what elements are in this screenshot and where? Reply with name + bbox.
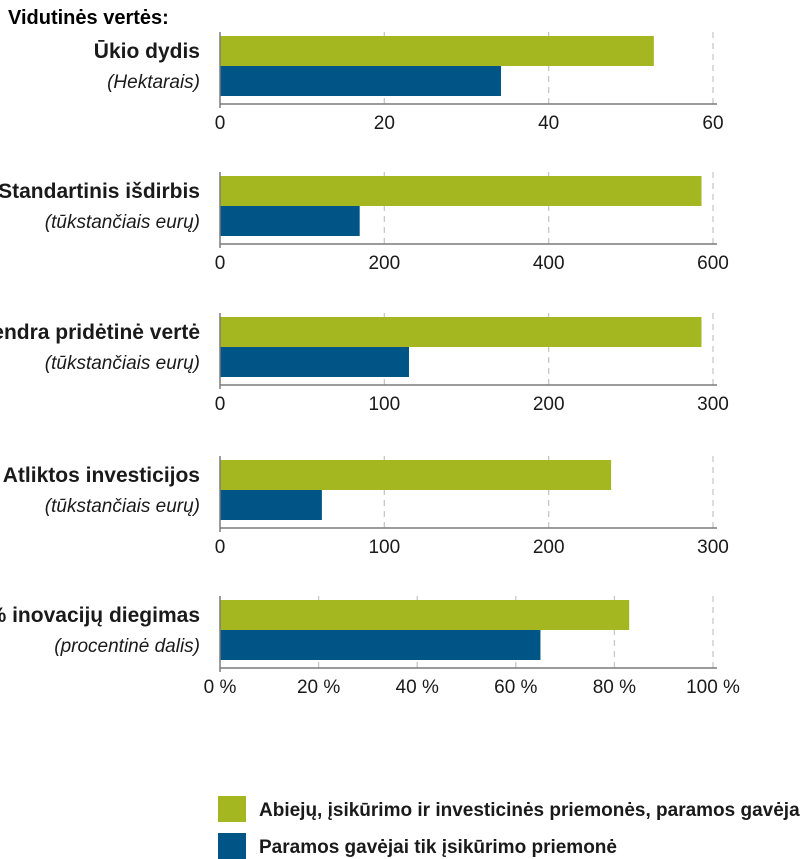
tick-label: 200 — [533, 394, 565, 415]
panel-unit: (tūkstančiais eurų) — [45, 496, 200, 517]
bar-green — [220, 600, 630, 630]
tick-label: 200 — [533, 537, 565, 558]
tick-label: 100 — [368, 537, 400, 558]
legend-label: Paramos gavėjai tik įsikūrimo priemonė — [259, 837, 617, 858]
tick-label: 20 % — [297, 677, 340, 698]
tick-label: 80 % — [593, 677, 636, 698]
panel-unit: (procentinė dalis) — [54, 636, 200, 657]
tick-label: 300 — [697, 537, 729, 558]
panel-3: 0 100 200 300 Bendra pridėtinė vertė (tūkstan… — [0, 313, 729, 415]
tick-label: 0 % — [204, 677, 237, 698]
bar-blue — [220, 66, 502, 96]
tick-label: 400 — [533, 253, 565, 274]
legend: Abiejų, įsikūrimo ir investicinės priemo… — [218, 796, 800, 859]
panel-unit: (tūkstančiais eurų) — [45, 353, 200, 374]
panel-label: Ūkio dydis — [94, 40, 200, 63]
bar-green — [220, 36, 654, 66]
bar-blue — [220, 206, 360, 236]
tick-label: 100 — [368, 394, 400, 415]
bar-green — [220, 460, 612, 490]
panel-unit: (tūkstančiais eurų) — [45, 212, 200, 233]
bar-blue — [220, 490, 322, 520]
legend-label: Abiejų, įsikūrimo ir investicinės priemo… — [259, 800, 800, 821]
tick-label: 100 % — [686, 677, 740, 698]
panel-2: 0 200 400 600 Standartinis išdirbis (tūkstanč… — [0, 172, 729, 274]
panel-4: 0 100 200 300 Atliktos investicijos (tūkstanč… — [3, 456, 729, 558]
bar-green — [220, 317, 702, 347]
tick-label: 40 % — [396, 677, 439, 698]
panel-label: % inovacijų diegimas — [0, 604, 200, 627]
bar-blue — [220, 630, 541, 660]
tick-label: 0 — [215, 253, 226, 274]
tick-label: 600 — [697, 253, 729, 274]
chart-header: Vidutinės vertės: — [8, 7, 169, 29]
tick-label: 0 — [215, 394, 226, 415]
tick-label: 60 — [702, 113, 723, 134]
panel-label: Bendra pridėtinė vertė — [0, 321, 200, 344]
panel-unit: (Hektarais) — [107, 72, 200, 93]
panel-5: 0 % 20 % 40 % 60 % 80 % 100 % % inovacijų dieg… — [0, 596, 740, 698]
bar-blue — [220, 347, 409, 377]
tick-label: 0 — [215, 537, 226, 558]
tick-label: 300 — [697, 394, 729, 415]
legend-swatch — [218, 833, 246, 859]
legend-swatch — [218, 796, 246, 822]
panel-label: Atliktos investicijos — [3, 464, 200, 487]
panel-label: Standartinis išdirbis — [0, 180, 200, 203]
tick-label: 60 % — [494, 677, 537, 698]
tick-label: 200 — [368, 253, 400, 274]
panel-1: 0 20 40 60 Ūkio dydis (Hektarais) — [94, 32, 724, 134]
tick-label: 0 — [215, 113, 226, 134]
chart-panels: 0 20 40 60 Ūkio dydis (Hektarais) 0 200 400 600 St… — [0, 32, 740, 698]
tick-label: 40 — [538, 113, 559, 134]
tick-label: 20 — [374, 113, 395, 134]
bar-green — [220, 176, 702, 206]
